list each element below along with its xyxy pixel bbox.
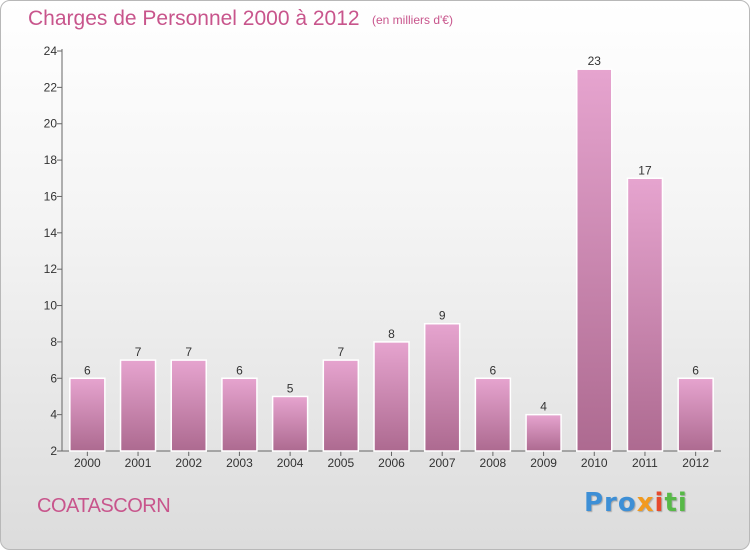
- x-tick-label: 2002: [175, 456, 202, 470]
- chart-bars: [69, 68, 714, 452]
- logo-part-3: i: [654, 488, 665, 518]
- x-tick-label: 2010: [581, 456, 608, 470]
- y-tick-label: 6: [50, 371, 57, 385]
- data-label-2005: 7: [337, 345, 344, 359]
- bar-2000: [69, 377, 106, 452]
- y-tick-label: 14: [44, 226, 58, 240]
- y-tick-label: 24: [44, 44, 58, 58]
- y-tick-label: 22: [44, 80, 58, 94]
- x-tick-label: 2008: [480, 456, 507, 470]
- bar-2011: [626, 177, 664, 452]
- y-tick-label: 10: [44, 299, 58, 313]
- chart-title: Charges de Personnel 2000 à 2012: [28, 7, 360, 30]
- bar-2008: [474, 377, 512, 452]
- data-label-2011: 17: [638, 163, 652, 177]
- y-tick-label: 8: [50, 335, 57, 349]
- chart-labels: 2000 6 2001 7 2002 7 2003 6 2004 5 2005 7 2006 8 2007 9…: [74, 54, 709, 470]
- bar-2005: [322, 359, 360, 452]
- logo-part-2: x: [636, 488, 655, 518]
- bar-2012: [677, 377, 714, 452]
- x-tick-label: 2001: [125, 456, 152, 470]
- bar-2006: [373, 341, 410, 452]
- x-tick-label: 2009: [530, 456, 557, 470]
- data-label-2001: 7: [135, 345, 142, 359]
- proxiti-logo[interactable]: Proxiti: [584, 488, 688, 518]
- data-label-2009: 4: [540, 400, 547, 414]
- y-tick-label: 4: [50, 408, 57, 422]
- x-tick-label: 2003: [226, 456, 253, 470]
- x-tick-label: 2004: [277, 456, 304, 470]
- y-tick-label: 2: [50, 444, 57, 458]
- x-tick-label: 2000: [74, 456, 101, 470]
- x-tick-label: 2007: [429, 456, 456, 470]
- x-tick-label: 2005: [327, 456, 354, 470]
- x-tick-label: 2006: [378, 456, 405, 470]
- bar-2009: [525, 413, 562, 452]
- data-label-2003: 6: [236, 363, 243, 377]
- data-label-2012: 6: [692, 363, 699, 377]
- logo-part-1: Pro: [584, 488, 637, 518]
- bar-2007: [423, 322, 461, 452]
- bar-2002: [170, 359, 207, 452]
- bar-2003: [221, 377, 258, 452]
- data-label-2002: 7: [185, 345, 192, 359]
- y-tick-label: 16: [44, 189, 58, 203]
- data-label-2010: 23: [588, 54, 602, 68]
- data-label-2007: 9: [439, 309, 446, 323]
- y-tick-label: 20: [44, 117, 58, 131]
- data-label-2006: 8: [388, 327, 395, 341]
- x-tick-label: 2012: [682, 456, 709, 470]
- y-tick-label: 12: [44, 262, 58, 276]
- data-label-2000: 6: [84, 363, 91, 377]
- data-label-2004: 5: [287, 381, 294, 395]
- chart-subtitle: (en milliers d'€): [372, 13, 453, 27]
- x-tick-label: 2011: [632, 456, 658, 470]
- y-tick-label: 18: [44, 153, 58, 167]
- bar-2010: [576, 68, 613, 452]
- data-label-2008: 6: [490, 363, 497, 377]
- logo-part-4: ti: [664, 488, 688, 518]
- bar-2001: [119, 359, 157, 452]
- commune-name: COATASCORN: [37, 495, 171, 517]
- bar-2004: [271, 395, 309, 452]
